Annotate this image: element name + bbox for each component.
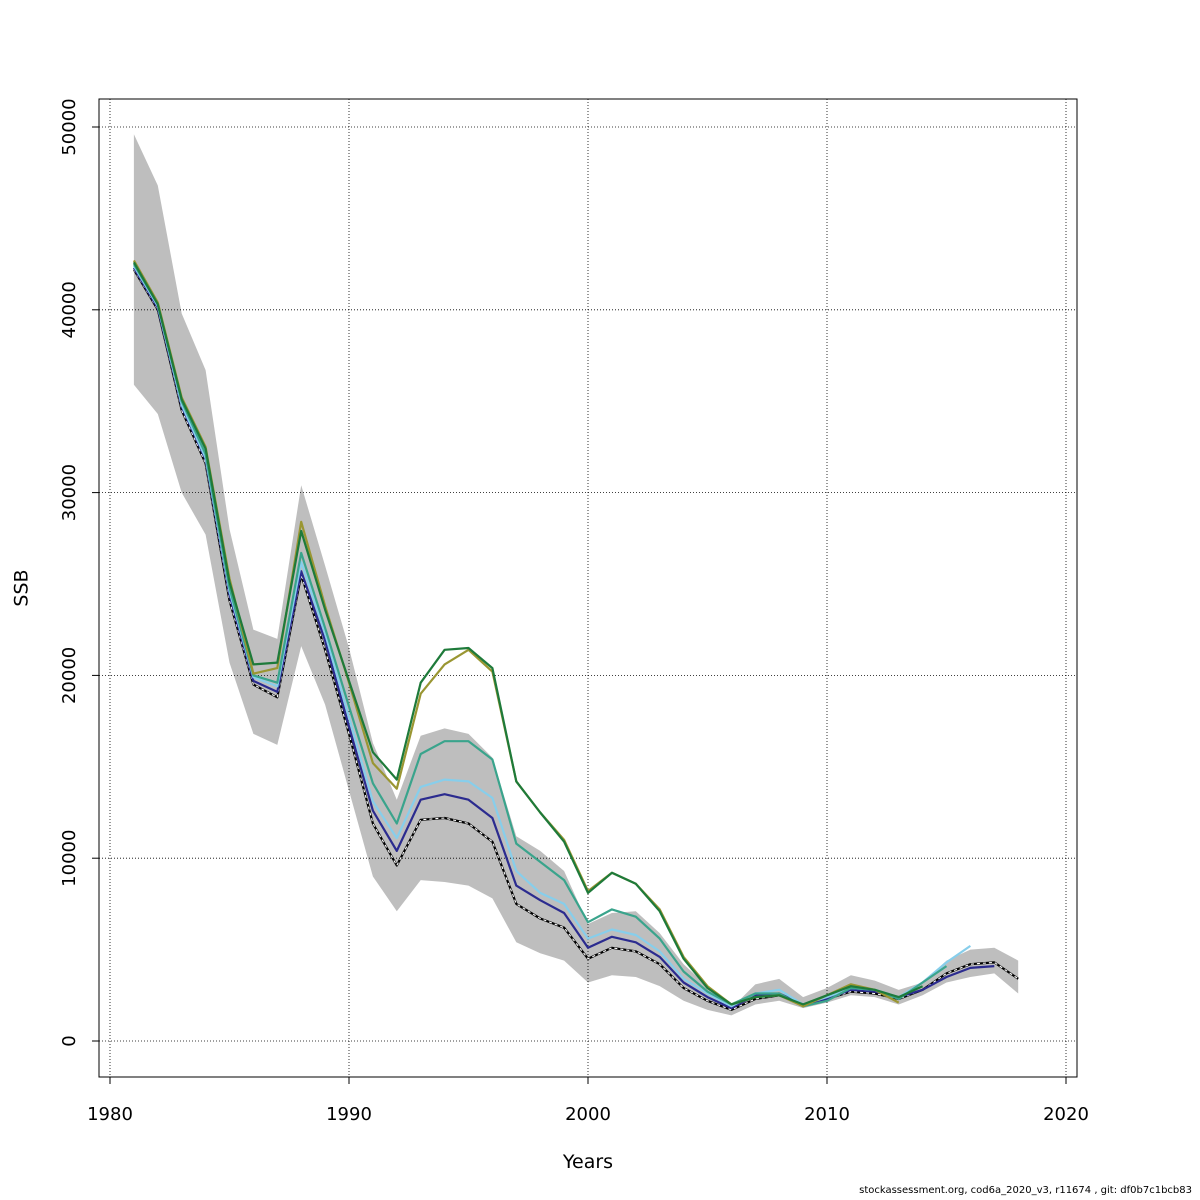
series-line-4 [132,263,948,1008]
series-line-3 [132,265,972,1008]
grid-layer [99,99,1077,1077]
x-tick-label: 2020 [1043,1104,1089,1125]
x-tick-label: 2000 [565,1104,611,1125]
y-tick-label: 50000 [59,98,80,155]
confidence-band [133,134,1019,1016]
y-tick-label: 30000 [59,464,80,521]
y-tick-label: 10000 [59,830,80,887]
footer-credit: stockassessment.org, cod6a_2020_v3, r116… [859,1185,1192,1196]
y-tick-label: 40000 [59,281,80,338]
confidence-band-layer [133,134,1019,1016]
series-line-6 [132,261,924,1006]
series-layer [132,259,1019,1011]
y-tick-label: 20000 [59,647,80,704]
y-axis-title: SSB [11,569,33,606]
series-line-2 [132,267,995,1010]
y-tick-label: 0 [59,1035,80,1046]
x-tick-label: 1980 [87,1104,133,1125]
x-tick-label: 1990 [326,1104,372,1125]
x-axis-title: Years [562,1151,613,1173]
axis-layer: 1980 1990 2000 2010 2020 0 10000 20000 30000 4000… [59,98,1089,1125]
x-tick-label: 2010 [804,1104,850,1125]
